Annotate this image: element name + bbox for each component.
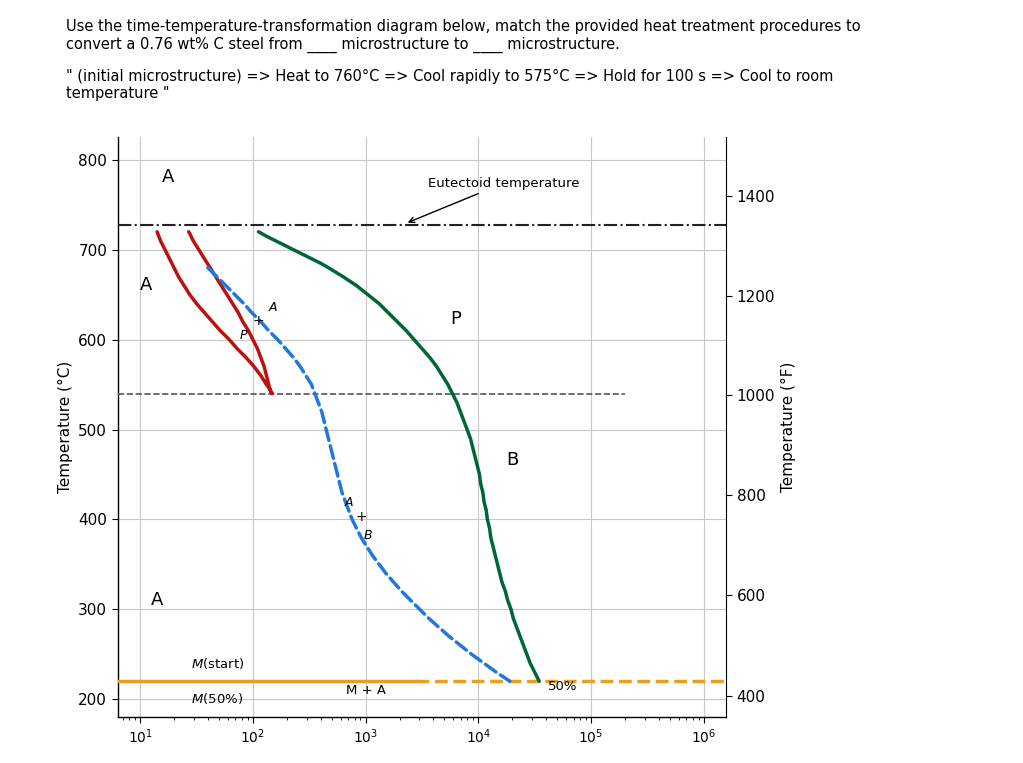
Text: " (initial microstructure) => Heat to 760°C => Cool rapidly to 575°C => Hold for: " (initial microstructure) => Heat to 76… [66,69,834,84]
Text: Eutectoid temperature: Eutectoid temperature [409,177,579,223]
Text: A: A [151,591,164,609]
Text: 50%: 50% [548,681,578,694]
Text: B: B [363,530,372,542]
Text: $M$(50%): $M$(50%) [191,691,243,706]
Text: $M$(start): $M$(start) [191,655,244,671]
Text: A: A [269,301,277,314]
Text: +: + [253,314,264,328]
Text: M + A: M + A [346,684,386,697]
Y-axis label: Temperature (°F): Temperature (°F) [781,362,796,492]
Text: temperature ": temperature " [66,86,170,101]
Text: Use the time-temperature-transformation diagram below, match the provided heat t: Use the time-temperature-transformation … [66,19,861,34]
Text: +: + [355,510,367,524]
Text: P: P [450,311,461,328]
Text: convert a 0.76 wt% C steel from ____ microstructure to ____ microstructure.: convert a 0.76 wt% C steel from ____ mic… [66,37,620,53]
Y-axis label: Temperature (°C): Temperature (°C) [57,361,73,494]
Text: B: B [506,452,519,469]
Text: A: A [345,496,353,509]
Text: A: A [163,169,175,186]
Text: A: A [139,276,152,295]
Text: P: P [240,329,248,342]
